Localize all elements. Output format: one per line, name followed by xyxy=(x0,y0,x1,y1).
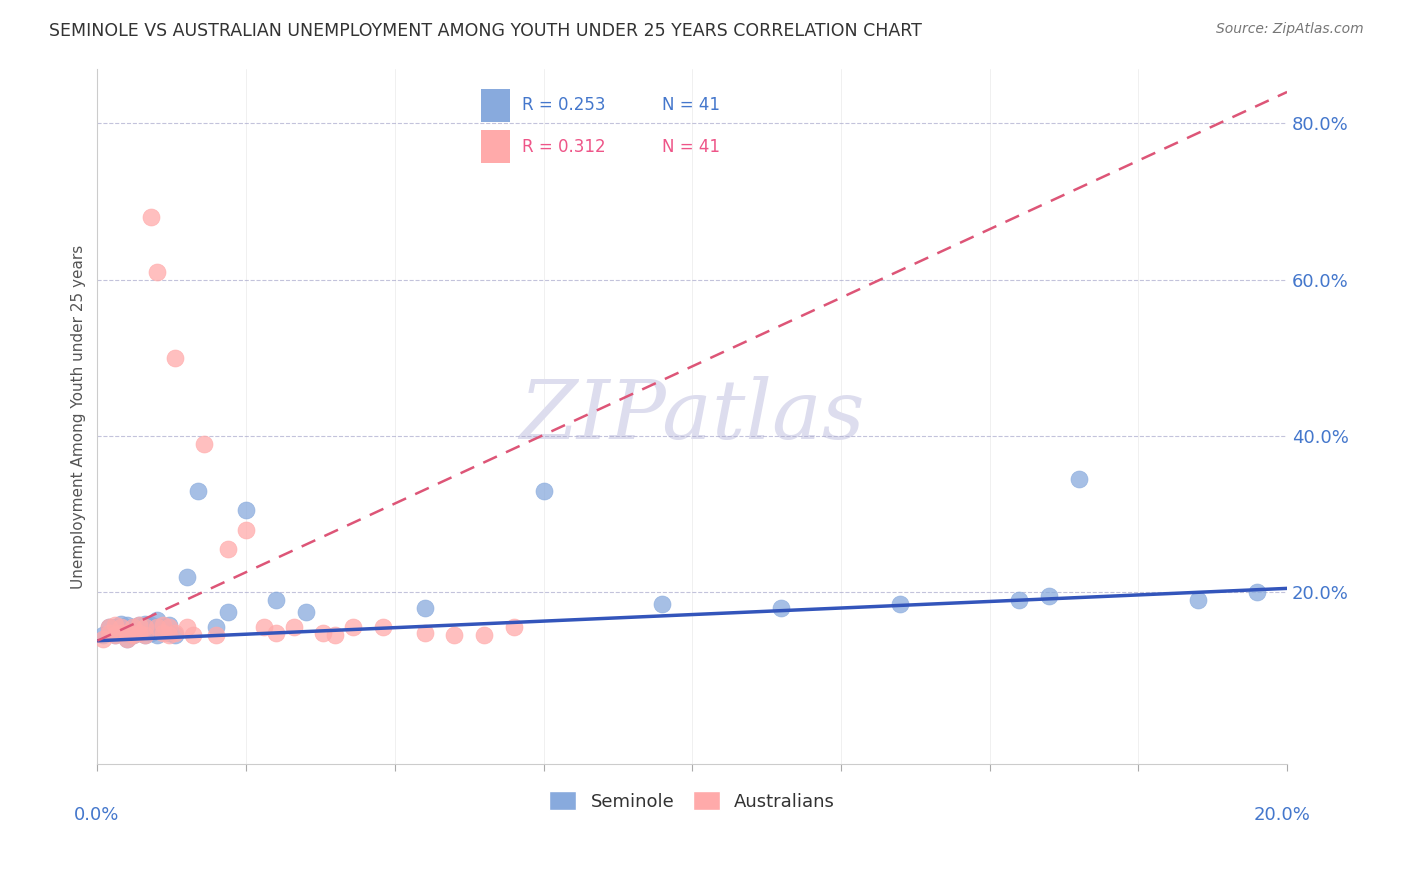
Point xyxy=(122,628,145,642)
Point xyxy=(283,620,305,634)
Point xyxy=(110,624,132,639)
Point xyxy=(134,616,156,631)
Point xyxy=(110,616,132,631)
Point xyxy=(443,628,465,642)
Y-axis label: Unemployment Among Youth under 25 years: Unemployment Among Youth under 25 years xyxy=(72,244,86,589)
Point xyxy=(163,626,186,640)
Point xyxy=(104,618,127,632)
Point xyxy=(128,618,150,632)
Point xyxy=(146,265,169,279)
Point xyxy=(122,628,145,642)
Point xyxy=(146,620,169,634)
Point xyxy=(294,605,316,619)
Point xyxy=(139,626,162,640)
Point xyxy=(152,620,174,634)
Point xyxy=(104,620,127,634)
Point xyxy=(176,569,198,583)
Text: SEMINOLE VS AUSTRALIAN UNEMPLOYMENT AMONG YOUTH UNDER 25 YEARS CORRELATION CHART: SEMINOLE VS AUSTRALIAN UNEMPLOYMENT AMON… xyxy=(49,22,922,40)
Point xyxy=(235,523,257,537)
Point xyxy=(371,620,394,634)
Point xyxy=(253,620,276,634)
Point xyxy=(1008,593,1031,607)
Point xyxy=(110,626,132,640)
Point xyxy=(104,628,127,642)
Point xyxy=(502,620,524,634)
Point xyxy=(205,620,228,634)
Point xyxy=(163,628,186,642)
Point xyxy=(152,626,174,640)
Point xyxy=(651,597,673,611)
Text: ZIPatlas: ZIPatlas xyxy=(519,376,865,457)
Point xyxy=(91,632,114,647)
Point xyxy=(98,620,121,634)
Point xyxy=(115,626,138,640)
Point xyxy=(235,503,257,517)
Point xyxy=(115,618,138,632)
Point xyxy=(163,351,186,365)
Point xyxy=(128,626,150,640)
Point xyxy=(157,618,180,632)
Point xyxy=(217,542,239,557)
Point xyxy=(139,618,162,632)
Point xyxy=(157,628,180,642)
Point xyxy=(91,628,114,642)
Point xyxy=(157,620,180,634)
Point xyxy=(122,620,145,634)
Point xyxy=(472,628,495,642)
Point xyxy=(1246,585,1268,599)
Point xyxy=(128,618,150,632)
Point xyxy=(134,628,156,642)
Point xyxy=(139,210,162,224)
Point xyxy=(1187,593,1209,607)
Point xyxy=(115,632,138,647)
Point xyxy=(264,593,287,607)
Point xyxy=(342,620,364,634)
Point xyxy=(193,436,215,450)
Point xyxy=(157,626,180,640)
Point xyxy=(98,620,121,634)
Point xyxy=(264,626,287,640)
Point xyxy=(413,601,436,615)
Point xyxy=(104,628,127,642)
Point xyxy=(115,626,138,640)
Point xyxy=(128,626,150,640)
Point xyxy=(770,601,793,615)
Point xyxy=(1067,472,1090,486)
Point xyxy=(122,620,145,634)
Point xyxy=(181,628,204,642)
Point xyxy=(205,628,228,642)
Point xyxy=(115,632,138,647)
Point xyxy=(110,620,132,634)
Point xyxy=(134,628,156,642)
Point xyxy=(152,618,174,632)
Legend: Seminole, Australians: Seminole, Australians xyxy=(543,784,842,818)
Text: Source: ZipAtlas.com: Source: ZipAtlas.com xyxy=(1216,22,1364,37)
Point xyxy=(134,620,156,634)
Point xyxy=(889,597,911,611)
Point xyxy=(217,605,239,619)
Point xyxy=(176,620,198,634)
Point xyxy=(312,626,335,640)
Text: 0.0%: 0.0% xyxy=(73,806,120,824)
Point xyxy=(146,613,169,627)
Point xyxy=(323,628,346,642)
Point xyxy=(98,626,121,640)
Point xyxy=(1038,589,1060,603)
Point xyxy=(413,626,436,640)
Text: 20.0%: 20.0% xyxy=(1254,806,1310,824)
Point xyxy=(146,628,169,642)
Point xyxy=(533,483,555,498)
Point xyxy=(146,620,169,634)
Point xyxy=(187,483,209,498)
